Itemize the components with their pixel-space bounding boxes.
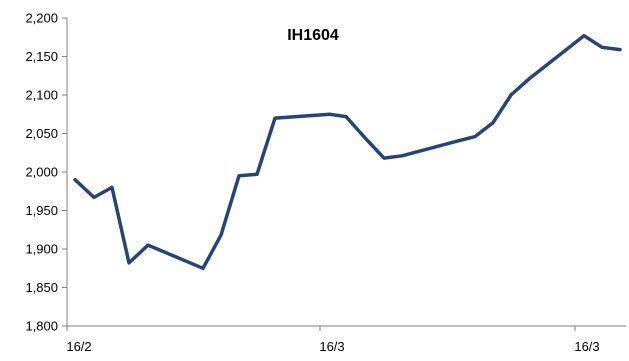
y-tick-label: 2,200: [25, 11, 58, 26]
x-tick-label: 16/3: [574, 339, 599, 354]
y-tick-label: 2,050: [25, 126, 58, 141]
y-tick-label: 1,800: [25, 319, 58, 334]
series-line: [75, 36, 620, 269]
y-tick-label: 2,100: [25, 88, 58, 103]
y-tick-label: 1,900: [25, 242, 58, 257]
y-tick-label: 2,150: [25, 49, 58, 64]
y-tick-label: 1,850: [25, 280, 58, 295]
x-tick-label: 16/3: [319, 339, 344, 354]
chart-title: IH1604: [287, 27, 339, 44]
series-layer: [75, 36, 620, 269]
x-axis: 16/2 16/3 16/3: [66, 326, 626, 354]
x-tick-label: 16/2: [66, 339, 91, 354]
y-tick-label: 2,000: [25, 165, 58, 180]
y-axis: 1,800 1,850 1,900 1,950 2,000 2,050 2,100 2,150…: [25, 11, 67, 334]
y-tick-label: 1,950: [25, 203, 58, 218]
